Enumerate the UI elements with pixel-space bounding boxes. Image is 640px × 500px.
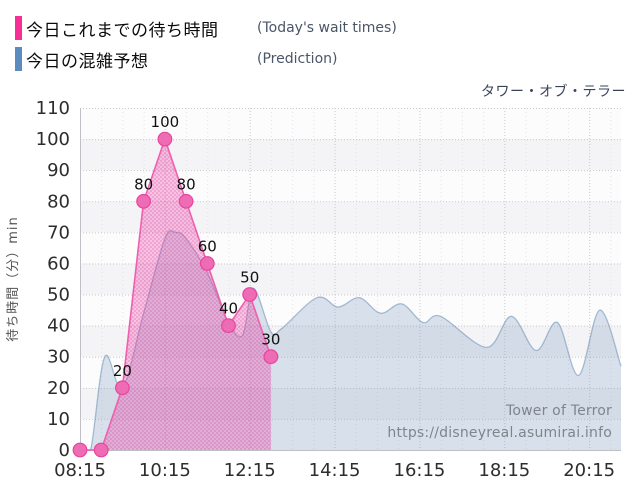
- svg-text:40: 40: [219, 300, 238, 318]
- svg-text:16:15: 16:15: [394, 460, 446, 481]
- watermark: Tower of Terror https://disneyreal.asumi…: [387, 400, 612, 444]
- legend-label-today-en: (Today's wait times): [257, 20, 397, 36]
- svg-text:30: 30: [47, 347, 70, 368]
- data-point-marker: [136, 193, 152, 209]
- svg-text:12:15: 12:15: [224, 460, 276, 481]
- attraction-title: タワー・オブ・テラー: [481, 84, 626, 100]
- svg-text:20: 20: [47, 378, 70, 399]
- legend-label-prediction-en: (Prediction): [257, 51, 338, 67]
- svg-text:50: 50: [240, 269, 259, 287]
- data-point-marker: [72, 442, 88, 458]
- today-wait-series: [72, 131, 279, 458]
- svg-text:60: 60: [198, 237, 217, 255]
- svg-text:08:15: 08:15: [54, 460, 106, 481]
- data-point-marker: [221, 318, 236, 334]
- svg-text:10: 10: [47, 409, 70, 430]
- legend-label-today-jp: 今日これまでの待ち時間: [26, 20, 219, 41]
- svg-text:70: 70: [47, 222, 70, 243]
- svg-text:100: 100: [151, 113, 180, 131]
- svg-text:100: 100: [36, 129, 70, 150]
- svg-text:30: 30: [261, 331, 280, 349]
- axes: [80, 108, 621, 451]
- svg-text:18:15: 18:15: [478, 460, 530, 481]
- y-axis-title: 待ち時間（分）min: [6, 216, 21, 342]
- svg-text:80: 80: [177, 175, 196, 193]
- svg-text:80: 80: [47, 191, 70, 212]
- legend-item-today: 今日これまでの待ち時間 (Today's wait times): [15, 15, 397, 41]
- svg-text:10:15: 10:15: [139, 460, 191, 481]
- svg-text:0: 0: [59, 440, 70, 461]
- svg-text:80: 80: [134, 175, 153, 193]
- legend-swatch-today: [15, 16, 22, 40]
- data-point-marker: [114, 380, 130, 396]
- svg-text:20:15: 20:15: [563, 460, 615, 481]
- svg-text:40: 40: [47, 316, 70, 337]
- svg-text:110: 110: [36, 98, 70, 119]
- svg-text:50: 50: [47, 285, 70, 306]
- svg-text:14:15: 14:15: [309, 460, 361, 481]
- data-point-marker: [93, 442, 109, 458]
- data-point-marker: [199, 256, 215, 271]
- svg-text:60: 60: [47, 253, 70, 274]
- legend-item-prediction: 今日の混雑予想 (Prediction): [15, 46, 337, 72]
- svg-text:90: 90: [47, 160, 70, 181]
- data-point-marker: [242, 287, 258, 302]
- svg-text:20: 20: [113, 362, 132, 380]
- data-point-marker: [263, 349, 279, 365]
- watermark-site-url: https://disneyreal.asumirai.info: [387, 425, 612, 441]
- data-point-marker: [178, 193, 194, 209]
- legend-swatch-prediction: [15, 47, 22, 71]
- chart-legend: 今日これまでの待ち時間 (Today's wait times) 今日の混雑予想…: [15, 15, 397, 77]
- watermark-attraction-name: Tower of Terror: [505, 403, 612, 419]
- legend-label-prediction-jp: 今日の混雑予想: [26, 51, 149, 72]
- data-point-marker: [157, 131, 173, 147]
